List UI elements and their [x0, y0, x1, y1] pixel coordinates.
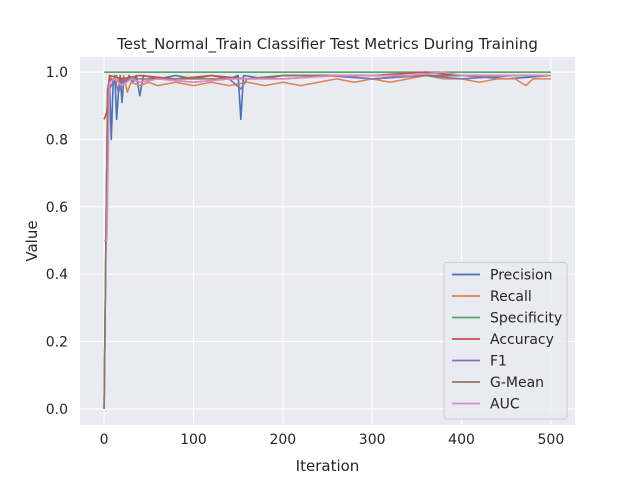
legend-label-f1: F1 — [490, 354, 507, 370]
x-tick-label: 0 — [100, 432, 109, 448]
y-tick-labels: 0.0 0.2 0.4 0.6 0.8 1.0 — [46, 65, 68, 418]
legend-label-precision: Precision — [490, 268, 552, 284]
y-axis-title: Value — [23, 220, 41, 261]
x-tick-labels: 0 100 200 300 400 500 — [100, 432, 565, 448]
x-axis-title: Iteration — [296, 457, 360, 475]
legend-label-specificity: Specificity — [490, 311, 562, 327]
legend-label-accuracy: Accuracy — [490, 332, 554, 348]
y-tick-label: 0.0 — [46, 402, 68, 418]
y-tick-label: 0.6 — [46, 200, 68, 216]
x-tick-label: 100 — [180, 432, 207, 448]
legend-box — [443, 262, 568, 420]
y-tick-label: 0.8 — [46, 132, 68, 148]
series-lines — [103, 71, 551, 409]
legend-label-recall: Recall — [490, 289, 532, 305]
chart-title: Test_Normal_Train Classifier Test Metric… — [116, 35, 538, 54]
x-tick-label: 500 — [538, 432, 565, 448]
legend-label-auc: AUC — [490, 397, 520, 413]
legend: Precision Recall Specificity Accuracy F1 G-Me… — [443, 262, 568, 420]
series-line-auc — [104, 71, 551, 242]
x-tick-label: 400 — [448, 432, 475, 448]
y-tick-label: 0.4 — [46, 267, 68, 283]
x-tick-label: 200 — [269, 432, 296, 448]
y-tick-label: 0.2 — [46, 335, 68, 351]
y-tick-label: 1.0 — [46, 65, 68, 81]
x-tick-label: 300 — [359, 432, 386, 448]
legend-label-g-mean: G-Mean — [490, 375, 544, 391]
